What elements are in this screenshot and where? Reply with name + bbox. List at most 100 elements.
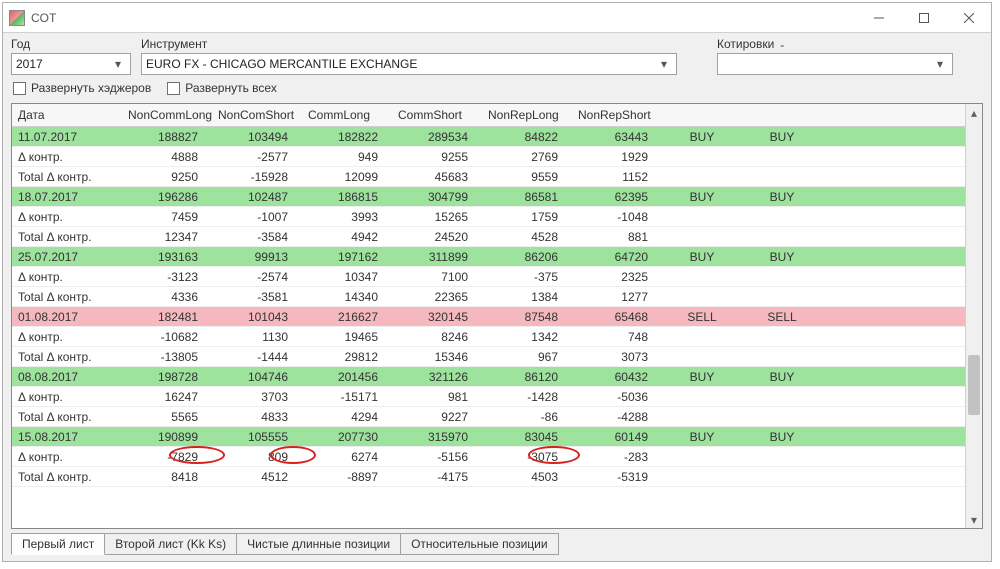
col-signal2[interactable] bbox=[742, 104, 822, 127]
scroll-down-arrow-icon[interactable]: ▾ bbox=[966, 511, 982, 528]
cell-value: 1759 bbox=[482, 207, 572, 227]
checkbox-row: Развернуть хэджеров Развернуть всех bbox=[3, 75, 991, 101]
cell-value: 5565 bbox=[122, 407, 212, 427]
tab-net-long[interactable]: Чистые длинные позиции bbox=[236, 533, 401, 555]
table-row[interactable]: 18.07.2017196286102487186815304799865816… bbox=[12, 187, 965, 207]
cell-value: 1152 bbox=[572, 167, 662, 187]
scroll-track[interactable] bbox=[966, 121, 982, 511]
cell-signal bbox=[742, 227, 822, 247]
table-row[interactable]: 08.08.2017198728104746201456321126861206… bbox=[12, 367, 965, 387]
table-row[interactable]: Δ контр.-1068211301946582461342748 bbox=[12, 327, 965, 347]
cell-date: 01.08.2017 bbox=[12, 307, 122, 327]
table-row[interactable]: Total Δ контр.-13805-1444298121534696730… bbox=[12, 347, 965, 367]
cell-signal bbox=[742, 407, 822, 427]
col-nonreplong[interactable]: NonRepLong bbox=[482, 104, 572, 127]
cell-signal bbox=[742, 387, 822, 407]
table-row[interactable]: Δ контр.4888-2577949925527691929 bbox=[12, 147, 965, 167]
cell-value: 104746 bbox=[212, 367, 302, 387]
table-row[interactable]: 11.07.2017188827103494182822289534848226… bbox=[12, 127, 965, 147]
table-row[interactable]: 15.08.2017190899105555207730315970830456… bbox=[12, 427, 965, 447]
cell-padding bbox=[822, 367, 965, 387]
cell-value: 7100 bbox=[392, 267, 482, 287]
scroll-thumb[interactable] bbox=[968, 355, 980, 415]
cell-value: 60149 bbox=[572, 427, 662, 447]
table-row[interactable]: Δ контр.-78298096274-5156-3075-283 bbox=[12, 447, 965, 467]
quotes-field: Котировки - ▾ bbox=[717, 37, 953, 75]
scroll-up-arrow-icon[interactable]: ▴ bbox=[966, 104, 982, 121]
tab-second-sheet[interactable]: Второй лист (Kk Ks) bbox=[104, 533, 237, 555]
table-row[interactable]: 25.07.2017193163999131971623118998620664… bbox=[12, 247, 965, 267]
cell-signal bbox=[742, 467, 822, 487]
cell-value: -7829 bbox=[122, 447, 212, 467]
col-commlong[interactable]: CommLong bbox=[302, 104, 392, 127]
cell-value: -5036 bbox=[572, 387, 662, 407]
close-button[interactable] bbox=[946, 3, 991, 33]
cell-signal: SELL bbox=[662, 307, 742, 327]
table-row[interactable]: 01.08.2017182481101043216627320145875486… bbox=[12, 307, 965, 327]
col-nonrepshort[interactable]: NonRepShort bbox=[572, 104, 662, 127]
cell-value: 809 bbox=[212, 447, 302, 467]
cell-value: -375 bbox=[482, 267, 572, 287]
col-commshort[interactable]: CommShort bbox=[392, 104, 482, 127]
cell-padding bbox=[822, 327, 965, 347]
cell-value: 84822 bbox=[482, 127, 572, 147]
cell-signal bbox=[662, 327, 742, 347]
cell-value: 7459 bbox=[122, 207, 212, 227]
cell-signal bbox=[742, 287, 822, 307]
expand-all-checkbox[interactable]: Развернуть всех bbox=[167, 81, 277, 95]
table-row[interactable]: Δ контр.162473703-15171981-1428-5036 bbox=[12, 387, 965, 407]
maximize-button[interactable] bbox=[901, 3, 946, 33]
cell-value: 2325 bbox=[572, 267, 662, 287]
table-row[interactable]: Δ контр.7459-10073993152651759-1048 bbox=[12, 207, 965, 227]
cell-signal bbox=[662, 467, 742, 487]
cell-value: 304799 bbox=[392, 187, 482, 207]
cell-signal bbox=[662, 167, 742, 187]
cell-signal bbox=[742, 167, 822, 187]
cell-value: 105555 bbox=[212, 427, 302, 447]
table-row[interactable]: Δ контр.-3123-2574103477100-3752325 bbox=[12, 267, 965, 287]
vertical-scrollbar[interactable]: ▴ ▾ bbox=[965, 104, 982, 528]
cell-signal: BUY bbox=[662, 127, 742, 147]
table-row[interactable]: Total Δ контр.9250-159281209945683955911… bbox=[12, 167, 965, 187]
minimize-button[interactable] bbox=[856, 3, 901, 33]
table-row[interactable]: Total Δ контр.5565483342949227-86-4288 bbox=[12, 407, 965, 427]
cell-value: 881 bbox=[572, 227, 662, 247]
cell-value: 3703 bbox=[212, 387, 302, 407]
expand-hedgers-label: Развернуть хэджеров bbox=[31, 81, 151, 95]
quotes-dropdown[interactable]: ▾ bbox=[717, 53, 953, 75]
cell-value: -283 bbox=[572, 447, 662, 467]
cell-value: 9255 bbox=[392, 147, 482, 167]
instrument-dropdown[interactable]: EURO FX - CHICAGO MERCANTILE EXCHANGE ▾ bbox=[141, 53, 677, 75]
expand-hedgers-checkbox[interactable]: Развернуть хэджеров bbox=[13, 81, 151, 95]
cell-signal bbox=[742, 207, 822, 227]
cell-value: 4833 bbox=[212, 407, 302, 427]
cell-value: 101043 bbox=[212, 307, 302, 327]
cell-signal bbox=[662, 267, 742, 287]
table-row[interactable]: Total Δ контр.84184512-8897-41754503-531… bbox=[12, 467, 965, 487]
table-row[interactable]: Total Δ контр.4336-358114340223651384127… bbox=[12, 287, 965, 307]
col-noncommlong[interactable]: NonCommLong bbox=[122, 104, 212, 127]
cell-value: 83045 bbox=[482, 427, 572, 447]
close-icon bbox=[964, 13, 974, 23]
col-noncomshort[interactable]: NonComShort bbox=[212, 104, 302, 127]
cell-value: 216627 bbox=[302, 307, 392, 327]
cell-value: -5319 bbox=[572, 467, 662, 487]
cell-value: 4512 bbox=[212, 467, 302, 487]
col-date[interactable]: Дата bbox=[12, 104, 122, 127]
year-dropdown[interactable]: 2017 ▾ bbox=[11, 53, 131, 75]
cell-date: Δ контр. bbox=[12, 207, 122, 227]
cell-value: 6274 bbox=[302, 447, 392, 467]
table-row[interactable]: Total Δ контр.12347-35844942245204528881 bbox=[12, 227, 965, 247]
cell-value: -5156 bbox=[392, 447, 482, 467]
cell-date: 08.08.2017 bbox=[12, 367, 122, 387]
tab-first-sheet[interactable]: Первый лист bbox=[11, 533, 105, 555]
col-signal1[interactable] bbox=[662, 104, 742, 127]
cell-signal bbox=[742, 147, 822, 167]
cell-value: 311899 bbox=[392, 247, 482, 267]
tab-relative[interactable]: Относительные позиции bbox=[400, 533, 559, 555]
cell-value: 64720 bbox=[572, 247, 662, 267]
cell-padding bbox=[822, 467, 965, 487]
cell-value: 86206 bbox=[482, 247, 572, 267]
cell-value: 62395 bbox=[572, 187, 662, 207]
cell-value: 99913 bbox=[212, 247, 302, 267]
